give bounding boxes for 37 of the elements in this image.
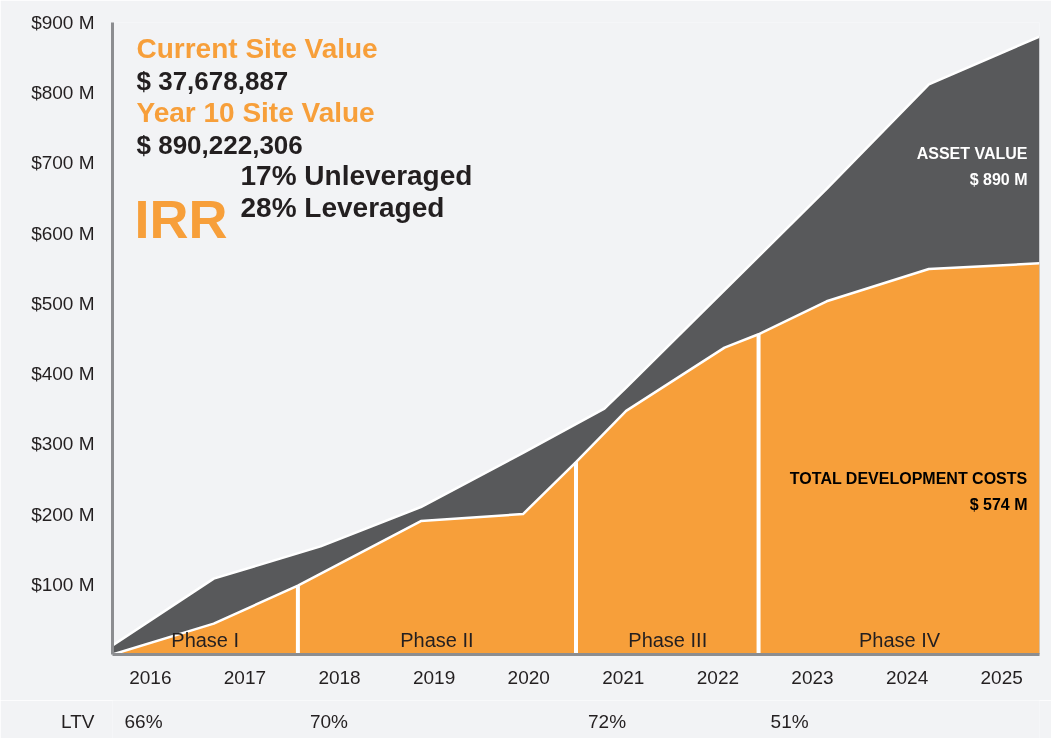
annotation: Current Site Value	[136, 33, 378, 64]
annotation: Phase II	[400, 628, 474, 651]
y-tick-label: $600 M	[31, 222, 95, 244]
y-tick-label: $800 M	[31, 82, 95, 104]
series-label: ASSET VALUE $ 890 M	[916, 144, 1028, 188]
text: 70%	[309, 710, 349, 732]
y-tick-label: $100 M	[31, 573, 95, 595]
annotation: Year 10 Site Value	[136, 97, 375, 128]
x-tick-label: 2019	[412, 666, 456, 688]
annotation: Phase III	[628, 628, 708, 651]
text: LTV	[61, 710, 95, 732]
y-tick-label: $900 M	[31, 12, 95, 33]
x-tick-label: 2017	[223, 666, 267, 688]
annotation: $ 890,222,306	[136, 129, 303, 160]
x-tick-label: 2024	[885, 666, 929, 688]
annotation: $ 37,678,887	[136, 65, 289, 96]
annotation: 17% Unleveraged	[240, 160, 473, 191]
x-tick-label: 2022	[696, 666, 740, 688]
y-tick-label: $200 M	[31, 503, 95, 525]
x-tick-label: 2018	[318, 666, 361, 688]
annotation: Phase IV	[858, 628, 941, 651]
text: 66%	[124, 710, 163, 732]
y-tick-label: $300 M	[31, 433, 95, 455]
y-tick-label: $500 M	[31, 292, 95, 314]
annotation: IRR	[134, 188, 228, 249]
x-tick-label: 2020	[507, 666, 550, 688]
x-tick-label: 2021	[602, 666, 645, 688]
x-tick-label: 2023	[791, 666, 834, 688]
annotation: 28% Leveraged	[240, 192, 445, 223]
series-label: TOTAL DEVELOPMENT COSTS $ 574 M	[789, 470, 1028, 514]
x-tick-label: 2025	[980, 666, 1023, 688]
y-tick-label: $700 M	[31, 152, 95, 174]
text: 72%	[588, 710, 627, 732]
text: 51%	[770, 710, 809, 732]
annotation: Phase I	[171, 628, 240, 651]
x-tick-label: 2016	[129, 666, 172, 688]
y-tick-label: $400 M	[31, 363, 95, 385]
